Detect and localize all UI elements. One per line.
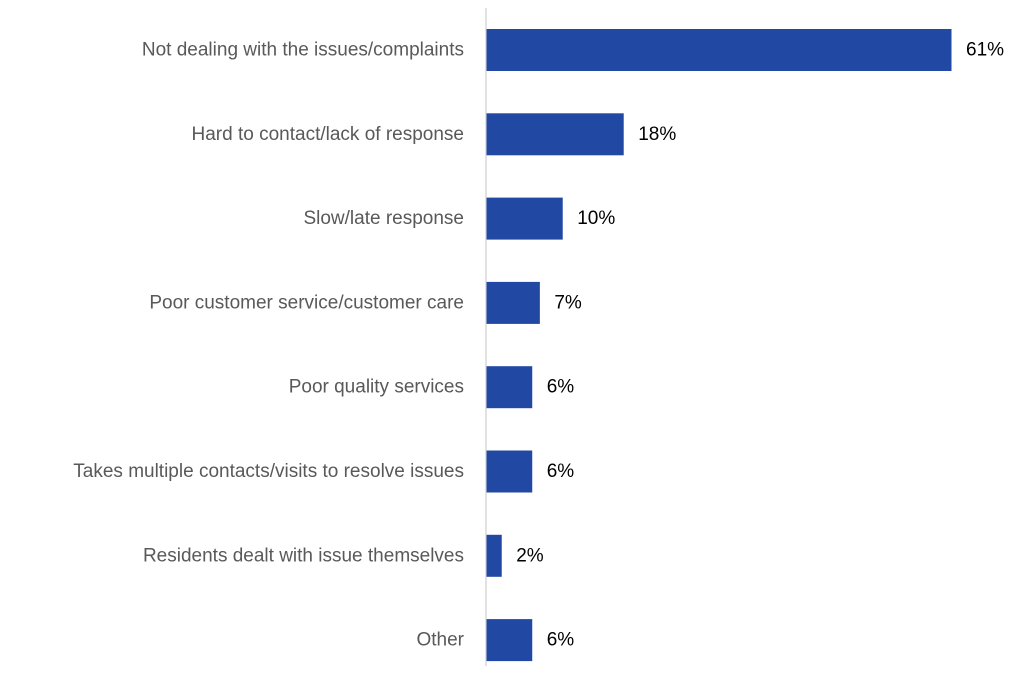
data-label: 6%	[547, 377, 575, 398]
bar	[486, 366, 533, 409]
bar	[486, 619, 533, 662]
bar	[486, 29, 952, 71]
category-label: Takes multiple contacts/visits to resolv…	[73, 461, 464, 482]
data-label: 18%	[638, 124, 676, 145]
category-label: Slow/late response	[303, 208, 464, 229]
data-label: 61%	[966, 40, 1004, 61]
bar	[486, 197, 563, 240]
category-label: Poor customer service/customer care	[149, 292, 464, 313]
category-label: Other	[416, 630, 464, 651]
data-label: 2%	[516, 545, 544, 566]
category-label: Poor quality services	[289, 377, 464, 398]
value-labels: 61% 18% 10% 7% 6% 6% 2% 6%	[516, 40, 1004, 651]
bars	[486, 29, 952, 662]
data-label: 6%	[547, 461, 575, 482]
category-label: Not dealing with the issues/complaints	[142, 40, 464, 61]
bar	[486, 534, 502, 577]
category-label: Hard to contact/lack of response	[192, 124, 464, 145]
category-label: Residents dealt with issue themselves	[143, 545, 464, 566]
category-labels: Not dealing with the issues/complaints Ha…	[73, 40, 464, 651]
bar	[486, 113, 624, 156]
data-label: 7%	[554, 292, 582, 313]
bar	[486, 450, 533, 493]
data-label: 6%	[547, 630, 575, 651]
bar	[486, 281, 540, 324]
data-label: 10%	[577, 208, 615, 229]
